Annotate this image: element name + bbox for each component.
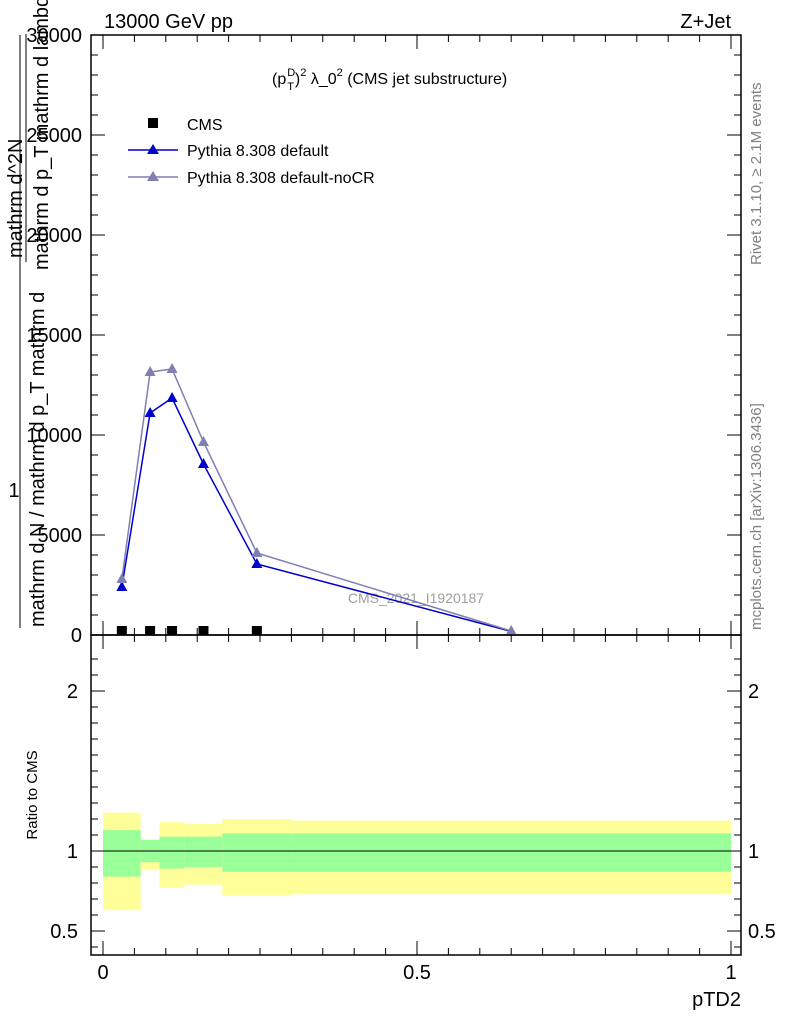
ratio-x-tick-label: 0.5 bbox=[403, 962, 431, 984]
ratio-x-tick-label: 1 bbox=[725, 962, 736, 984]
data-point-2 bbox=[166, 363, 178, 373]
legend: CMS Pythia 8.308 default Pythia 8.308 de… bbox=[128, 117, 375, 187]
main-y-tick-label: 20000 bbox=[26, 225, 82, 247]
ratio-y-tick-label: 1 bbox=[67, 841, 78, 863]
main-y-axis: 0 5000 10000 15000 20000 25000 30000 bbox=[26, 25, 741, 647]
ylabel-prefactor: 1 bbox=[8, 480, 19, 502]
ratio-plot-panel: 0.5 0.51 12 2 0 0.5 1 Ratio to CMS pTD2 bbox=[24, 634, 776, 1011]
main-y-tick-label: 10000 bbox=[26, 425, 82, 447]
main-y-tick-label: 0 bbox=[71, 625, 82, 647]
ratio-inner-band-3 bbox=[184, 836, 223, 867]
legend-label-nocr: Pythia 8.308 default-noCR bbox=[187, 170, 375, 187]
ratio-inner-band-2 bbox=[159, 836, 185, 869]
data-point-2 bbox=[197, 436, 209, 446]
data-point-2 bbox=[505, 625, 517, 635]
ylabel-measure: mathrm d N / mathrm d p_T mathrm d bbox=[27, 292, 49, 627]
main-y-axis-label: 1 mathrm d N / mathrm d p_T mathrm d mat… bbox=[5, 0, 53, 628]
ratio-plot-frame bbox=[90, 634, 742, 956]
data-point-1 bbox=[251, 558, 263, 568]
data-point-cms bbox=[167, 626, 178, 635]
ylabel-denominator: mathrm d p_T mathrm d lambda bbox=[31, 0, 53, 270]
ratio-y-tick-label-right: 2 bbox=[748, 681, 759, 703]
legend-marker-cms bbox=[148, 118, 158, 128]
energy-label: 13000 GeV pp bbox=[104, 11, 233, 33]
ratio-y-tick-label: 2 bbox=[67, 681, 78, 703]
data-point-1 bbox=[144, 407, 156, 417]
main-title: (pD T)2 λ_02 (CMS jet substructure) bbox=[272, 67, 507, 93]
ratio-y-axis-label: Ratio to CMS bbox=[24, 750, 41, 839]
ratio-x-tick-label: 0 bbox=[97, 962, 108, 984]
legend-label-default: Pythia 8.308 default bbox=[187, 143, 329, 160]
legend-label-cms: CMS bbox=[187, 117, 223, 134]
ratio-inner-band-5 bbox=[291, 833, 731, 872]
ratio-y-tick-label: 0.5 bbox=[50, 921, 78, 943]
main-plot-panel: 0 5000 10000 15000 20000 25000 30000 CMS_2021_… bbox=[5, 0, 742, 647]
ylabel-numerator: mathrm d^2N bbox=[5, 139, 27, 258]
ratio-x-axis: 0 0.5 1 bbox=[97, 635, 737, 984]
ratio-inner-band-4 bbox=[222, 833, 292, 872]
data-point-2 bbox=[251, 547, 263, 557]
main-y-tick-label: 5000 bbox=[38, 525, 83, 547]
data-point-cms bbox=[145, 626, 156, 635]
main-y-tick-label: 25000 bbox=[26, 125, 82, 147]
data-point-1 bbox=[197, 458, 209, 468]
data-point-1 bbox=[116, 581, 128, 591]
data-point-cms bbox=[116, 626, 127, 635]
data-point-2 bbox=[144, 366, 156, 376]
series-line-2 bbox=[121, 368, 512, 632]
ratio-y-axis: 0.5 0.5 1 1 2 2 bbox=[50, 658, 776, 948]
series-line-1 bbox=[121, 396, 512, 633]
ratio-bands-group bbox=[103, 812, 731, 911]
process-label: Z+Jet bbox=[680, 11, 731, 33]
ratio-y-tick-label-right: 0.5 bbox=[748, 921, 776, 943]
legend-marker-default bbox=[147, 144, 159, 154]
rivet-label: Rivet 3.1.10, ≥ 2.1M events bbox=[748, 83, 765, 266]
legend-marker-nocr bbox=[147, 171, 159, 181]
ratio-y-tick-label-right: 1 bbox=[748, 841, 759, 863]
data-point-cms bbox=[251, 626, 262, 635]
ratio-inner-band-0 bbox=[103, 830, 141, 877]
data-point-cms bbox=[198, 626, 209, 635]
mcplots-label: mcplots.cern.ch [arXiv:1306.3436] bbox=[748, 403, 765, 630]
data-point-1 bbox=[166, 392, 178, 402]
watermark-label: CMS_2021_I1920187 bbox=[348, 590, 484, 606]
main-series-group bbox=[116, 363, 517, 636]
data-point-2 bbox=[116, 573, 128, 583]
main-y-tick-label: 30000 bbox=[26, 25, 82, 47]
main-y-tick-label: 15000 bbox=[26, 325, 82, 347]
x-axis-label: pTD2 bbox=[692, 989, 741, 1011]
